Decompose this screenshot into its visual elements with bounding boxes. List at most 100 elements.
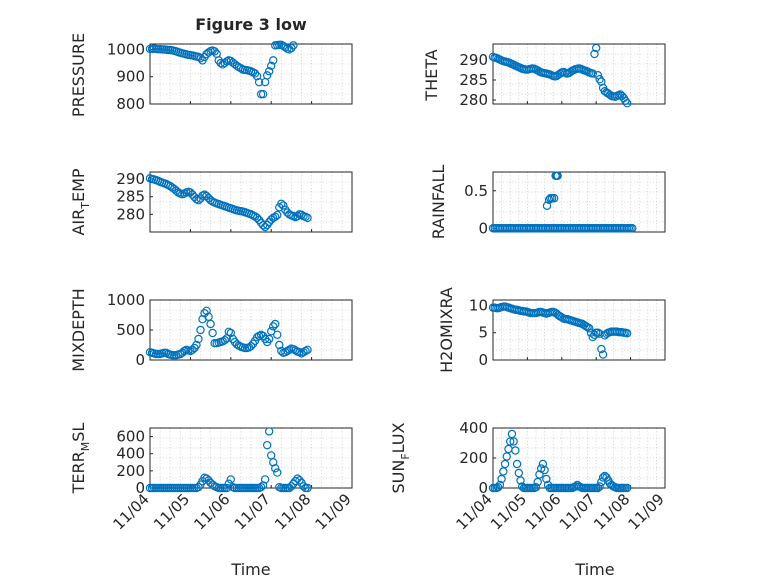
ylabel-sun-flux-sub: F <box>399 453 412 459</box>
y-tick-label: 0 <box>478 219 488 237</box>
data-point <box>246 342 256 351</box>
data-point <box>592 43 601 53</box>
y-tick-label: 900 <box>116 68 145 86</box>
ylabel-air-temp-sub: T <box>79 202 92 210</box>
data-point <box>264 334 274 344</box>
y-tick-label: 500 <box>116 321 145 339</box>
ylabel-sun-flux-tail: LUX <box>389 422 408 453</box>
y-tick-label: 0 <box>135 479 145 497</box>
data-point <box>303 345 312 354</box>
x-tick-label: 11/07 <box>231 490 274 533</box>
y-tick-label: 280 <box>116 205 145 223</box>
data-point <box>628 224 637 233</box>
data-point <box>493 483 503 492</box>
data-point <box>252 71 262 81</box>
data-point <box>275 340 284 350</box>
data-point <box>220 336 229 345</box>
x-tick-label: 11/05 <box>150 490 193 533</box>
data-point <box>258 89 268 99</box>
subplot-pressure: 800 900 1000 <box>107 40 353 113</box>
data-point <box>273 330 282 339</box>
data-point <box>236 64 246 73</box>
x-tick-label: 11/09 <box>312 490 355 533</box>
y-tick-label: 200 <box>459 449 488 467</box>
data-point <box>277 346 286 356</box>
x-tick-label: 11/04 <box>110 490 153 533</box>
data-point <box>277 199 286 208</box>
data-point <box>194 482 203 492</box>
data-point <box>283 346 292 356</box>
svg-text:SUNFLUX: SUNFLUX <box>389 422 412 493</box>
data-point <box>271 212 280 222</box>
data-point <box>226 475 235 484</box>
data-point <box>500 459 510 469</box>
data-point <box>287 482 296 491</box>
data-point <box>281 43 290 52</box>
y-tick-label: 5 <box>478 324 488 342</box>
data-point <box>273 210 282 220</box>
data-point <box>514 468 524 478</box>
data-point <box>289 479 298 488</box>
data-point <box>273 468 282 477</box>
ylabel-air-temp-main: AIR <box>69 209 88 236</box>
x-tick-label: 11/04 <box>453 490 496 533</box>
data-point <box>622 329 632 338</box>
data-point <box>590 49 599 59</box>
data-point <box>542 201 552 210</box>
svg-text:TERRMSL: TERRMSL <box>69 423 92 495</box>
data-point <box>194 334 203 344</box>
data-point <box>533 477 542 487</box>
subplots: 800900100028028529028028529000.505001000… <box>107 40 668 533</box>
data-point <box>262 71 272 80</box>
data-point <box>196 53 205 63</box>
data-point <box>504 444 513 454</box>
xlabel-left: Time <box>230 560 270 579</box>
data-point <box>289 41 298 50</box>
ylabel-h2omixra: H2OMIXRA <box>437 287 456 373</box>
data-point <box>291 476 300 486</box>
data-point <box>542 474 551 484</box>
data-point <box>196 325 205 335</box>
data-point <box>293 211 302 221</box>
data-point <box>188 345 197 354</box>
x-tick-label: 11/06 <box>190 490 233 533</box>
subplot-h2omixra: 0 5 10 <box>469 296 666 369</box>
data-point <box>512 459 522 469</box>
x-tick-label: 11/06 <box>521 490 564 533</box>
data-point <box>216 58 225 68</box>
data-point <box>295 348 304 357</box>
y-tick-label: 400 <box>116 445 145 463</box>
data-point <box>260 222 270 232</box>
data-point <box>585 324 594 333</box>
axis-box <box>149 427 353 489</box>
y-tick-label: 285 <box>116 188 145 206</box>
ylabel-pressure: PRESSURE <box>69 33 88 117</box>
data-point <box>593 328 603 337</box>
y-tick-label: 10 <box>469 296 488 314</box>
ylabel-air-temp: AIRTEMP <box>69 168 92 235</box>
data-point <box>180 346 189 356</box>
data-point <box>622 98 632 108</box>
data-point <box>264 67 274 76</box>
subplot-theta: 280 285 290 <box>459 43 666 109</box>
data-point <box>299 348 308 357</box>
ylabel-sun-flux-main: SUN <box>389 460 408 494</box>
x-tick-label: 11/09 <box>625 490 668 533</box>
y-tick-label: 0.5 <box>464 182 488 200</box>
data-point <box>299 482 308 491</box>
y-tick-label: 285 <box>459 71 488 89</box>
y-tick-label: 0 <box>135 351 145 369</box>
axis-box <box>492 43 666 105</box>
data-point <box>260 475 270 484</box>
data-point <box>507 429 517 439</box>
data-point <box>271 464 280 473</box>
ylabel-rainfall: RAINFALL <box>429 165 448 240</box>
data-point <box>621 96 630 106</box>
data-point <box>595 74 604 84</box>
data-point <box>516 476 525 485</box>
data-point <box>553 171 562 180</box>
y-tick-label: 280 <box>459 91 488 109</box>
data-point <box>540 465 549 475</box>
